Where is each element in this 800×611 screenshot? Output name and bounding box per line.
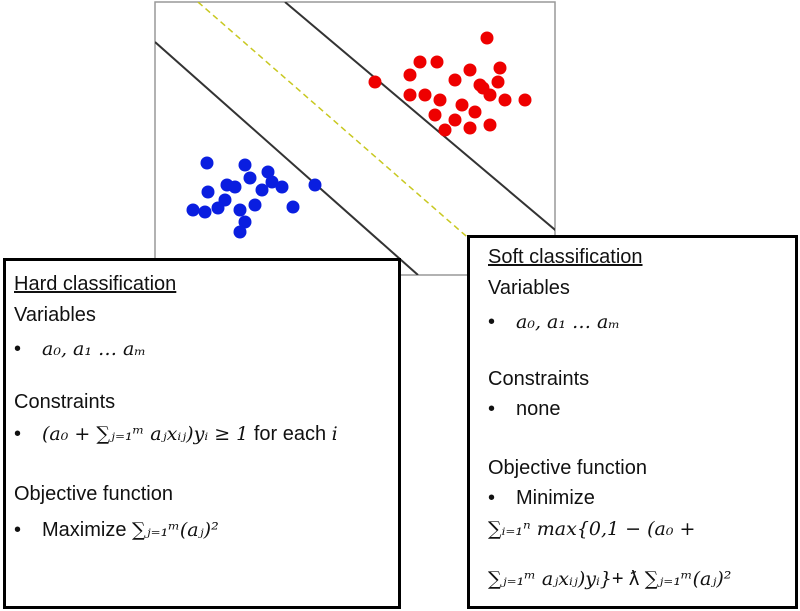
bullet-item: • none xyxy=(488,398,561,420)
blue-point xyxy=(186,203,200,217)
margin-line xyxy=(284,2,555,232)
heading: Variables xyxy=(488,277,570,299)
red-point xyxy=(428,108,442,122)
red-point xyxy=(455,98,469,112)
heading: Objective function xyxy=(488,457,647,479)
red-point xyxy=(518,93,532,107)
heading: Constraints xyxy=(14,391,116,413)
red-point xyxy=(403,88,417,102)
bullet-item: • a₀, a₁ … aₘ xyxy=(14,338,147,360)
red-point xyxy=(480,31,494,45)
plot-frame xyxy=(154,1,556,276)
math: ∑ᵢ₌₁ⁿ max{0,1 − (a₀ + xyxy=(488,518,696,540)
red-point xyxy=(433,93,447,107)
blue-point xyxy=(261,165,275,179)
blue-point xyxy=(238,158,252,172)
blue-point xyxy=(220,178,234,192)
soft-box: Soft classification Variables • a₀, a₁ … … xyxy=(467,235,798,609)
red-point xyxy=(498,93,512,107)
math: ∑ⱼ₌₁ᵐ aⱼxᵢⱼ)yᵢ} xyxy=(488,568,612,590)
hard-box: Hard classification Variables • a₀, a₁ … … xyxy=(3,258,401,609)
math: i xyxy=(331,423,338,445)
red-point xyxy=(463,63,477,77)
red-point xyxy=(403,68,417,82)
margin-line xyxy=(155,41,419,275)
blue-point xyxy=(265,175,279,189)
red-point xyxy=(491,75,505,89)
math: (a₀ + ∑ⱼ₌₁ᵐ aⱼxᵢⱼ)yᵢ ≥ 1 xyxy=(42,423,249,445)
math: ∑ⱼ₌₁ᵐ(aⱼ)² xyxy=(132,519,219,541)
blue-point xyxy=(201,185,215,199)
blue-point xyxy=(248,198,262,212)
red-point xyxy=(483,118,497,132)
red-point xyxy=(438,123,452,137)
bullet-item: • (a₀ + ∑ⱼ₌₁ᵐ aⱼxᵢⱼ)yᵢ ≥ 1 for each i xyxy=(14,423,338,445)
blue-point xyxy=(233,225,247,239)
heading: Objective function xyxy=(14,483,173,505)
red-point xyxy=(413,55,427,69)
text: Maximize xyxy=(42,519,127,541)
bullet-item: • Maximize ∑ⱼ₌₁ᵐ(aⱼ)² xyxy=(14,519,219,541)
blue-point xyxy=(255,183,269,197)
text: + ƛ xyxy=(611,568,640,590)
box-title: Hard classification xyxy=(14,273,177,295)
blue-point xyxy=(308,178,322,192)
heading: Constraints xyxy=(488,368,590,390)
math: a₀, a₁ … aₘ xyxy=(516,311,621,333)
blue-point xyxy=(200,156,214,170)
math-line: ∑ⱼ₌₁ᵐ aⱼxᵢⱼ)yᵢ}+ ƛ ∑ⱼ₌₁ᵐ(aⱼ)² xyxy=(488,568,731,591)
blue-point xyxy=(198,205,212,219)
blue-point xyxy=(243,171,257,185)
text: for each xyxy=(253,423,327,445)
red-point xyxy=(368,75,382,89)
red-point xyxy=(476,81,490,95)
red-point xyxy=(463,121,477,135)
heading: Variables xyxy=(14,304,96,326)
box-title: Soft classification xyxy=(488,246,643,268)
blue-point xyxy=(211,201,225,215)
bullet-item: • a₀, a₁ … aₘ xyxy=(488,311,621,333)
math: a₀, a₁ … aₘ xyxy=(42,338,147,360)
text: none xyxy=(516,398,561,420)
red-point xyxy=(448,73,462,87)
blue-point xyxy=(238,215,252,229)
blue-point xyxy=(286,200,300,214)
red-point xyxy=(493,61,507,75)
bullet-item: • Minimize xyxy=(488,487,595,509)
blue-point xyxy=(233,203,247,217)
red-point xyxy=(468,105,482,119)
red-point xyxy=(448,113,462,127)
plot-area xyxy=(155,2,555,275)
text: Minimize xyxy=(516,487,595,509)
red-point xyxy=(418,88,432,102)
math: ∑ⱼ₌₁ᵐ(aⱼ)² xyxy=(644,568,732,590)
red-point xyxy=(430,55,444,69)
blue-point xyxy=(275,180,289,194)
